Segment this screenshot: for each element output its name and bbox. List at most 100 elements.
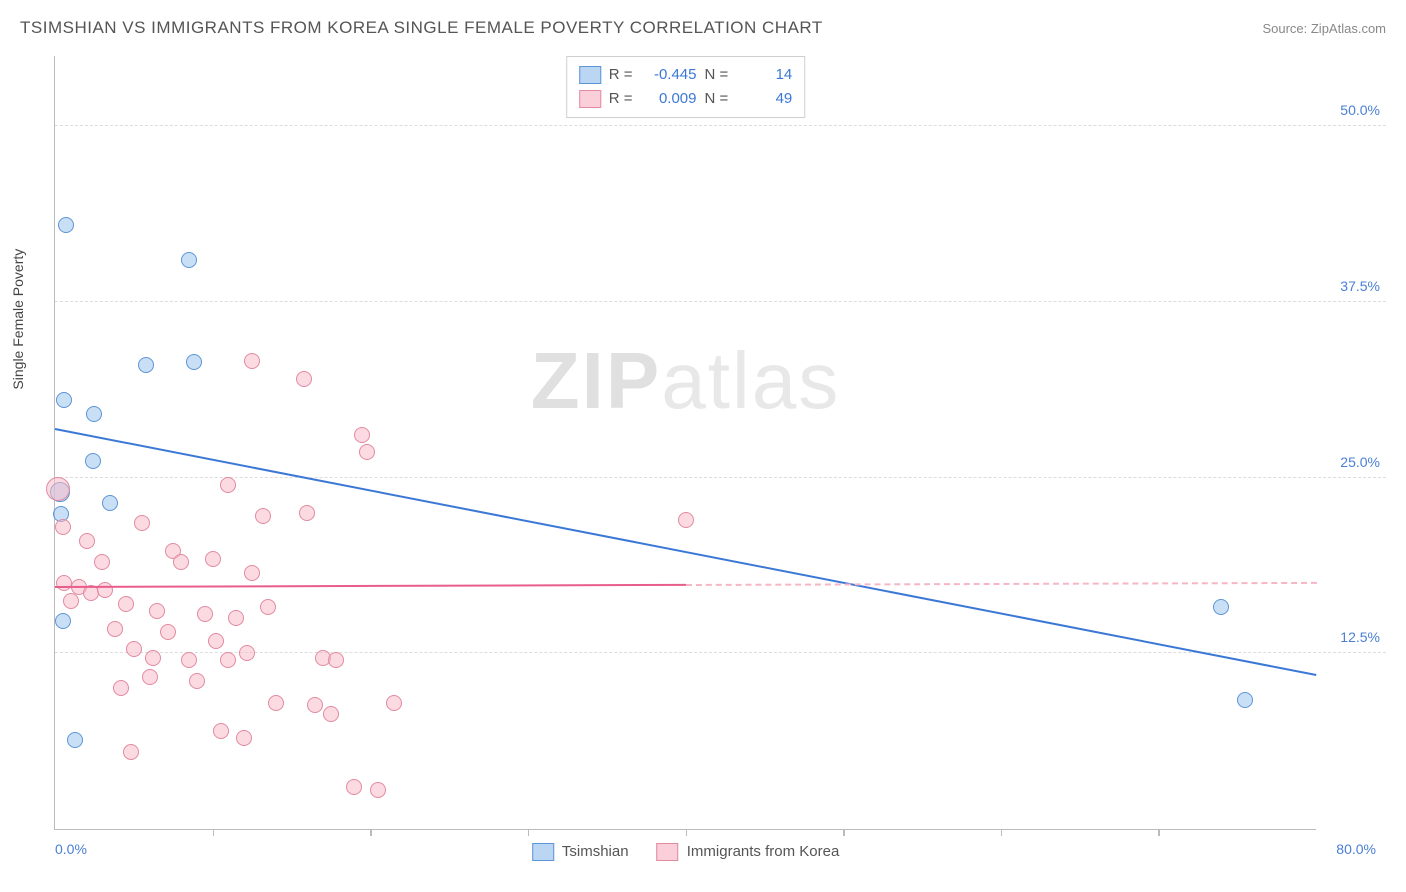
x-axis-max-label: 80.0% — [1336, 841, 1376, 857]
y-tick-label: 37.5% — [1340, 278, 1380, 294]
data-point — [86, 406, 102, 422]
data-point — [123, 744, 139, 760]
data-point — [142, 669, 158, 685]
data-point — [58, 217, 74, 233]
data-point — [97, 582, 113, 598]
data-point — [255, 508, 271, 524]
x-axis-min-label: 0.0% — [55, 841, 87, 857]
data-point — [323, 706, 339, 722]
x-tick — [1158, 829, 1160, 836]
data-point — [239, 645, 255, 661]
data-point — [205, 551, 221, 567]
data-point — [181, 252, 197, 268]
data-point — [113, 680, 129, 696]
data-point — [107, 621, 123, 637]
chart-source: Source: ZipAtlas.com — [1262, 21, 1386, 36]
legend-row-korea: R = 0.009 N = 49 — [579, 87, 793, 111]
data-point — [244, 565, 260, 581]
n-label: N = — [705, 87, 729, 111]
data-point — [160, 624, 176, 640]
data-point — [134, 515, 150, 531]
swatch-blue-icon — [579, 66, 601, 84]
chart-header: TSIMSHIAN VS IMMIGRANTS FROM KOREA SINGL… — [20, 18, 1386, 38]
data-point — [189, 673, 205, 689]
data-point — [213, 723, 229, 739]
x-tick — [370, 829, 372, 836]
legend-label-korea: Immigrants from Korea — [687, 843, 840, 860]
gridline — [55, 301, 1386, 302]
data-point — [55, 519, 71, 535]
trend-line — [55, 428, 1316, 676]
legend-item-tsimshian: Tsimshian — [532, 843, 629, 861]
data-point — [67, 732, 83, 748]
gridline — [55, 125, 1386, 126]
data-point — [678, 512, 694, 528]
y-tick-label: 12.5% — [1340, 629, 1380, 645]
data-point — [228, 610, 244, 626]
n-value-korea: 49 — [736, 87, 792, 111]
swatch-blue-icon — [532, 843, 554, 861]
data-point — [260, 599, 276, 615]
data-point — [126, 641, 142, 657]
data-point — [386, 695, 402, 711]
data-point — [307, 697, 323, 713]
data-point — [186, 354, 202, 370]
correlation-legend: R = -0.445 N = 14 R = 0.009 N = 49 — [566, 56, 806, 118]
chart-area: Single Female Poverty ZIPatlas R = -0.44… — [20, 48, 1386, 872]
watermark-atlas: atlas — [661, 336, 840, 425]
r-value-tsimshian: -0.445 — [641, 63, 697, 87]
data-point — [1213, 599, 1229, 615]
series-legend: Tsimshian Immigrants from Korea — [532, 843, 840, 861]
data-point — [197, 606, 213, 622]
swatch-pink-icon — [579, 90, 601, 108]
gridline — [55, 477, 1386, 478]
data-point — [79, 533, 95, 549]
watermark: ZIPatlas — [531, 335, 840, 427]
data-point — [346, 779, 362, 795]
data-point — [328, 652, 344, 668]
y-tick-label: 50.0% — [1340, 102, 1380, 118]
data-point — [85, 453, 101, 469]
data-point — [354, 427, 370, 443]
x-tick — [686, 829, 688, 836]
x-tick — [1001, 829, 1003, 836]
data-point — [359, 444, 375, 460]
data-point — [208, 633, 224, 649]
x-tick — [213, 829, 215, 836]
n-value-tsimshian: 14 — [736, 63, 792, 87]
data-point — [63, 593, 79, 609]
trend-line — [55, 584, 686, 588]
data-point — [102, 495, 118, 511]
swatch-pink-icon — [657, 843, 679, 861]
data-point — [145, 650, 161, 666]
x-tick — [528, 829, 530, 836]
chart-title: TSIMSHIAN VS IMMIGRANTS FROM KOREA SINGL… — [20, 18, 823, 38]
data-point — [118, 596, 134, 612]
data-point — [236, 730, 252, 746]
data-point — [1237, 692, 1253, 708]
data-point — [46, 477, 70, 501]
r-value-korea: 0.009 — [641, 87, 697, 111]
data-point — [138, 357, 154, 373]
y-axis-label: Single Female Poverty — [10, 249, 26, 390]
plot-region: ZIPatlas R = -0.445 N = 14 R = 0.009 N =… — [54, 56, 1316, 830]
y-tick-label: 25.0% — [1340, 454, 1380, 470]
watermark-zip: ZIP — [531, 336, 661, 425]
x-tick — [843, 829, 845, 836]
data-point — [94, 554, 110, 570]
data-point — [268, 695, 284, 711]
legend-item-korea: Immigrants from Korea — [657, 843, 840, 861]
r-label: R = — [609, 63, 633, 87]
data-point — [55, 613, 71, 629]
data-point — [149, 603, 165, 619]
legend-row-tsimshian: R = -0.445 N = 14 — [579, 63, 793, 87]
data-point — [296, 371, 312, 387]
data-point — [181, 652, 197, 668]
data-point — [370, 782, 386, 798]
data-point — [220, 652, 236, 668]
data-point — [244, 353, 260, 369]
data-point — [56, 392, 72, 408]
trend-line — [685, 582, 1316, 588]
n-label: N = — [705, 63, 729, 87]
data-point — [173, 554, 189, 570]
